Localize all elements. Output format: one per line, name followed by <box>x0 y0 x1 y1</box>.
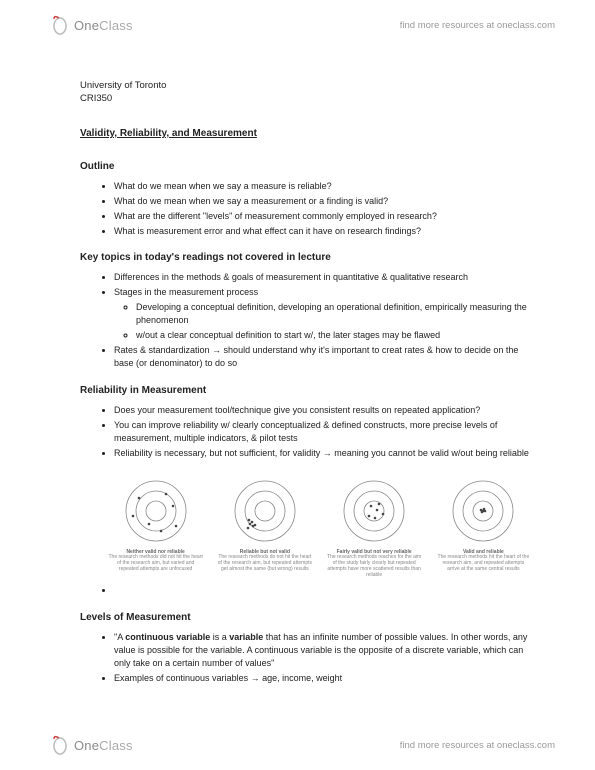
list-item: What do we mean when we say a measuremen… <box>114 195 535 208</box>
target-cell: Reliable but not validThe research metho… <box>213 476 316 579</box>
logo-text: OneClass <box>74 18 133 33</box>
list-item: w/out a clear conceptual definition to s… <box>136 329 535 342</box>
header-tagline: find more resources at oneclass.com <box>400 20 555 31</box>
page-title: Validity, Reliability, and Measurement <box>80 128 535 139</box>
target-cell: Valid and reliableThe research methods h… <box>432 476 535 579</box>
list-item: What are the different "levels" of measu… <box>114 210 535 223</box>
keytopics-list: Differences in the methods & goals of me… <box>80 271 535 370</box>
reliability-list: Does your measurement tool/technique giv… <box>80 404 535 460</box>
section-reliability-heading: Reliability in Measurement <box>80 385 535 396</box>
list-item: What do we mean when we say a measure is… <box>114 180 535 193</box>
list-item: You can improve reliability w/ clearly c… <box>114 419 535 445</box>
university-line: University of Toronto <box>80 80 535 91</box>
footer-tagline: find more resources at oneclass.com <box>400 740 555 751</box>
target-icon <box>448 476 518 546</box>
levels-list: "A continuous variable is a variable tha… <box>80 631 535 685</box>
page-header: OneClass find more resources at oneclass… <box>0 10 595 40</box>
section-keytopics-heading: Key topics in today's readings not cover… <box>80 252 535 263</box>
target-cell: Fairly valid but not very reliableThe re… <box>323 476 426 579</box>
list-item: Developing a conceptual definition, deve… <box>136 301 535 327</box>
list-item: "A continuous variable is a variable tha… <box>114 631 535 670</box>
logo: OneClass <box>50 14 133 36</box>
page-footer: OneClass find more resources at oneclass… <box>0 730 595 760</box>
spacer-list <box>80 584 535 597</box>
sub-list: Developing a conceptual definition, deve… <box>114 301 535 342</box>
list-item: Does your measurement tool/technique giv… <box>114 404 535 417</box>
list-item: Reliability is necessary, but not suffic… <box>114 447 535 460</box>
target-cell: Neither valid nor reliableThe research m… <box>104 476 207 579</box>
list-item <box>114 584 535 597</box>
list-item: Differences in the methods & goals of me… <box>114 271 535 284</box>
logo-text: OneClass <box>74 738 133 753</box>
course-line: CRI350 <box>80 93 535 104</box>
section-outline-heading: Outline <box>80 161 535 172</box>
logo: OneClass <box>50 734 133 756</box>
target-icon <box>121 476 191 546</box>
target-icon <box>230 476 300 546</box>
logo-icon <box>50 14 70 36</box>
target-label: Neither valid nor reliableThe research m… <box>104 550 207 573</box>
list-item: Examples of continuous variables → age, … <box>114 672 535 685</box>
section-levels-heading: Levels of Measurement <box>80 612 535 623</box>
list-item: Rates & standardization → should underst… <box>114 344 535 370</box>
outline-list: What do we mean when we say a measure is… <box>80 180 535 238</box>
list-item-text: Stages in the measurement process <box>114 287 258 297</box>
list-item: Stages in the measurement process Develo… <box>114 286 535 342</box>
target-label: Valid and reliableThe research methods h… <box>432 550 535 573</box>
targets-diagram: Neither valid nor reliableThe research m… <box>80 466 535 585</box>
document-body: University of Toronto CRI350 Validity, R… <box>80 80 535 691</box>
logo-icon <box>50 734 70 756</box>
target-icon <box>339 476 409 546</box>
target-label: Reliable but not validThe research metho… <box>213 550 316 573</box>
target-label: Fairly valid but not very reliableThe re… <box>323 550 426 579</box>
list-item: What is measurement error and what effec… <box>114 225 535 238</box>
